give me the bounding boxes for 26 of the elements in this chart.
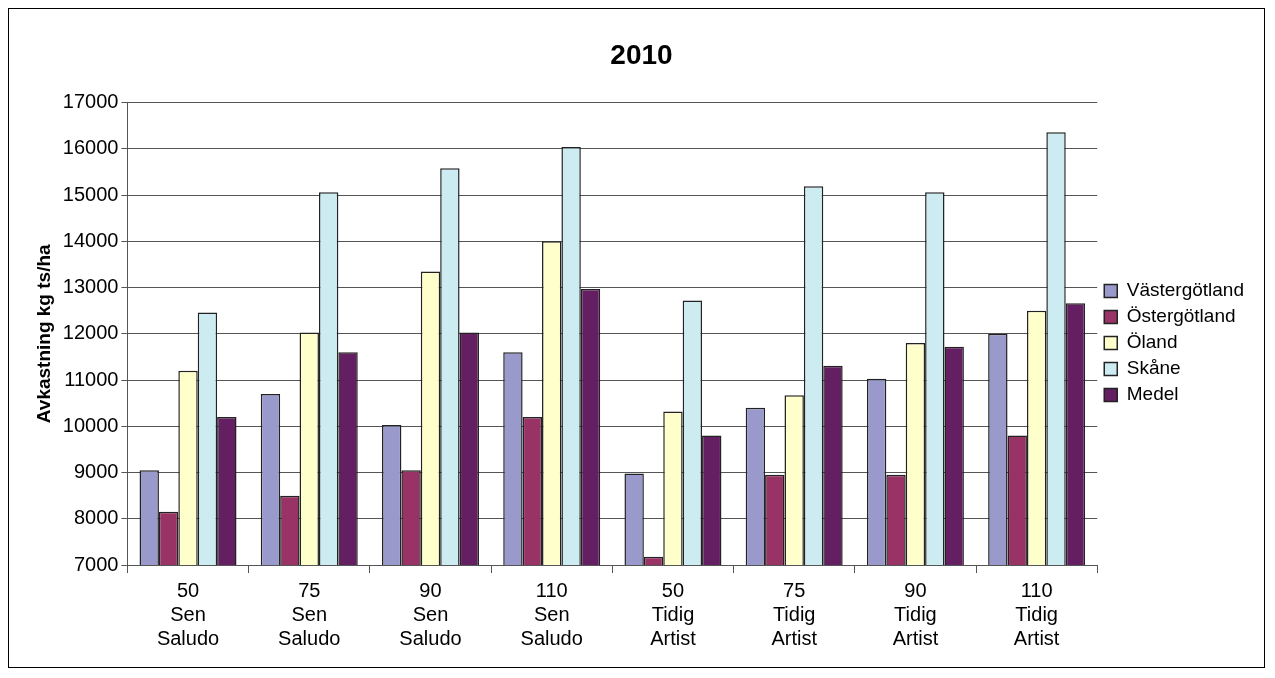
legend-label: Medel [1126,383,1179,405]
y-tick-label: 7000 [73,552,119,575]
y-tick-label: 12000 [62,321,119,344]
y-tick-label: 10000 [62,413,119,436]
y-tick-label: 17000 [62,90,119,113]
x-tick-label: 90 Sen Saludo [399,578,462,649]
legend-label: Östergötland [1126,305,1236,327]
chart-title: 2010 [610,38,673,70]
y-tick-label: 14000 [62,228,119,251]
x-tick-label: 110 Sen Saludo [520,578,583,649]
legend-label: Öland [1126,331,1178,353]
x-tick-label: 110 Tidig Artist [1013,578,1060,649]
x-tick-label: 90 Tidig Artist [892,578,939,649]
y-tick-label: 9000 [73,460,119,483]
y-axis-title: Avkastning kg ts/ha [32,243,54,424]
y-tick-label: 13000 [62,275,119,298]
y-tick-label: 16000 [62,136,119,159]
y-tick-label: 11000 [64,367,119,390]
legend-label: Skåne [1126,357,1181,379]
x-tick-label: 75 Sen Saludo [278,578,341,649]
x-tick-label: 50 Tidig Artist [650,578,697,649]
x-tick-label: 50 Sen Saludo [156,578,220,649]
x-tick-label: 75 Tidig Artist [771,578,818,649]
y-tick-label: 8000 [73,506,119,529]
legend-label: Västergötland [1126,279,1244,301]
y-tick-label: 15000 [62,182,119,205]
